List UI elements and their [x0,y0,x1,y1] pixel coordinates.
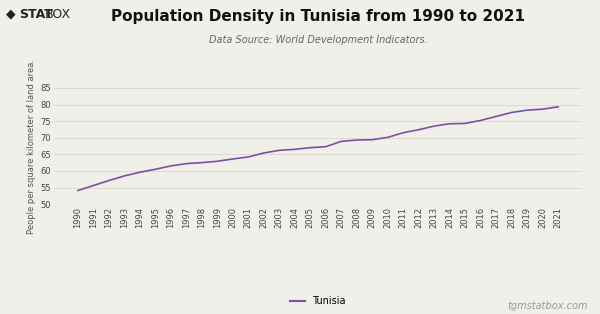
Text: STAT: STAT [19,8,53,21]
Legend: Tunisia: Tunisia [286,293,350,310]
Text: Population Density in Tunisia from 1990 to 2021: Population Density in Tunisia from 1990 … [111,9,525,24]
Text: tgmstatbox.com: tgmstatbox.com [508,301,588,311]
Text: Data Source: World Development Indicators.: Data Source: World Development Indicator… [209,35,427,45]
Text: BOX: BOX [45,8,71,21]
Y-axis label: People per square kilometer of land area.: People per square kilometer of land area… [28,58,37,234]
Text: ◆: ◆ [6,8,20,21]
